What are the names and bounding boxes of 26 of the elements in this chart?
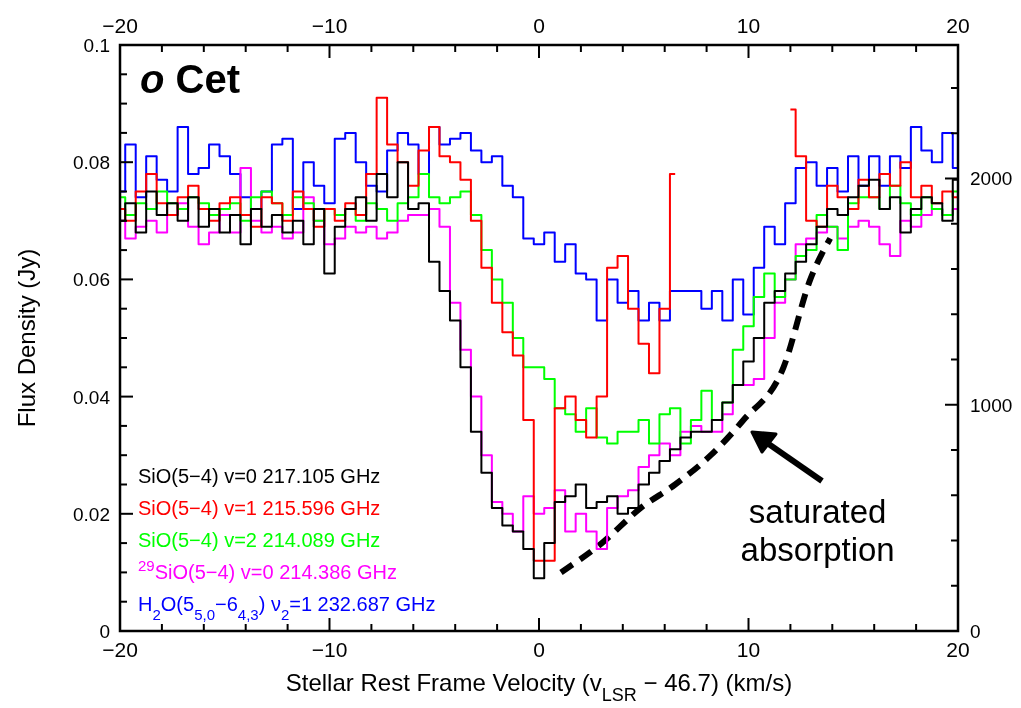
text: SiO(5−4) v=0 217.105 GHz bbox=[138, 465, 381, 487]
y-tick-label: 0.04 bbox=[73, 386, 111, 408]
y2-tick-label: 1000 bbox=[970, 394, 1013, 416]
x-tick-label: −10 bbox=[311, 638, 348, 661]
y-tick-label: 0.08 bbox=[73, 152, 110, 174]
annotation: saturated absorption bbox=[740, 492, 895, 568]
y2-tick-label: 2000 bbox=[970, 168, 1013, 190]
x-axis-title: Stellar Rest Frame Velocity (v$_{LSR}$ − 46.7) (km/s) bbox=[285, 669, 793, 705]
y-axis-title: Flux Density (Jy) bbox=[13, 248, 40, 428]
x2-tick-label: −20 bbox=[102, 14, 138, 37]
text: SiO(5−4) v=2 214.089 GHz bbox=[138, 529, 381, 551]
x2-tick-label: 0 bbox=[533, 14, 545, 37]
y2-tick-label: 0 bbox=[970, 621, 981, 642]
x-tick-label: 10 bbox=[736, 638, 761, 661]
x2-tick-label: 10 bbox=[736, 14, 761, 37]
y-tick-label: 0.1 bbox=[83, 35, 110, 56]
chart-title: o Cet bbox=[140, 57, 241, 101]
y-tick-label: 0.06 bbox=[73, 269, 110, 291]
text: SiO(5−4) v=1 215.596 GHz bbox=[138, 497, 381, 519]
text: $^{29}$SiO(5−4) v=0 214.386 GHz bbox=[138, 556, 398, 583]
x-tick-label: 0 bbox=[533, 638, 545, 661]
y-tick-label: 0.02 bbox=[73, 503, 110, 525]
x2-tick-label: 20 bbox=[946, 14, 970, 37]
text: H$_{2}$O(5$_{5,0}$−6$_{4,3}$) ν$_{2}$=1 232.687 GHz bbox=[138, 593, 436, 623]
x-tick-label: 20 bbox=[946, 638, 970, 661]
x2-tick-label: −10 bbox=[311, 14, 348, 37]
